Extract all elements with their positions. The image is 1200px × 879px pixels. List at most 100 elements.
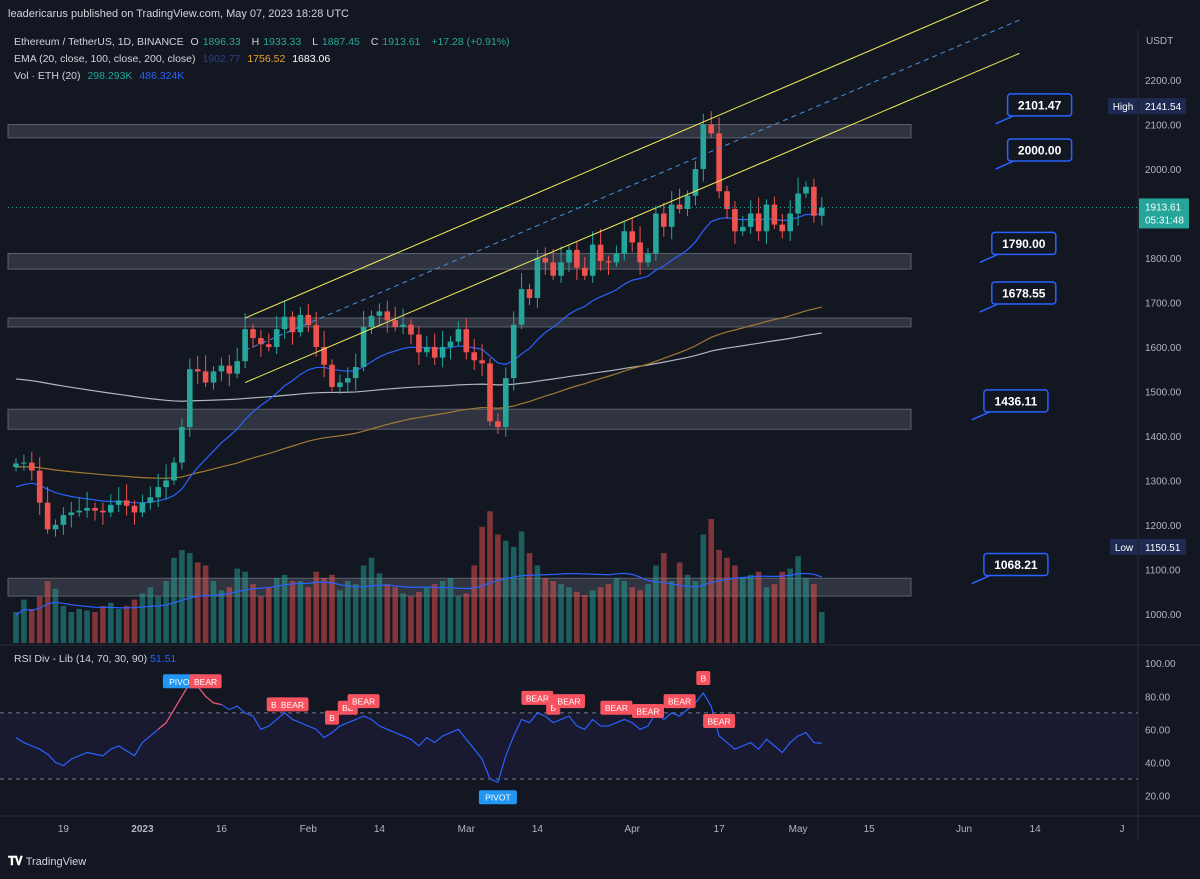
volume-bar — [281, 574, 288, 643]
volume-bar — [266, 587, 272, 643]
change-value: +17.28 (+0.91%) — [431, 36, 510, 48]
candle — [637, 226, 643, 275]
candle — [503, 367, 509, 437]
level-callout-pointer — [995, 160, 1014, 170]
rsi-tick: 100.00 — [1145, 659, 1176, 670]
volume-bar — [408, 596, 414, 643]
signal-label: BEAR — [281, 700, 304, 710]
level-callout-pointer — [979, 303, 999, 313]
rsi-tick: 60.00 — [1145, 725, 1170, 736]
signal-label: BEAR — [636, 707, 659, 717]
volume-bar — [566, 587, 572, 643]
candle — [471, 338, 477, 371]
price-tick: 2000.00 — [1145, 165, 1182, 176]
candle-body — [708, 124, 714, 134]
candle — [779, 213, 786, 239]
volume-bar — [613, 577, 620, 643]
footer-brand[interactable]: TradingView — [25, 855, 87, 868]
volume-bar — [155, 596, 161, 643]
footer: 𝐓𝐕 TradingView — [8, 854, 86, 869]
candle — [582, 257, 588, 281]
volume-bar — [258, 596, 264, 643]
volume-bar — [226, 587, 233, 643]
signal-label: BEAR — [708, 716, 731, 726]
volume-bar — [605, 584, 612, 643]
candle-body — [582, 267, 588, 276]
signal-box — [553, 694, 585, 709]
channel-lower — [244, 52, 1020, 383]
volume-bar — [629, 587, 635, 643]
level-callout: 1790.00 — [979, 231, 1057, 264]
symbol-title[interactable]: Ethereum / TetherUS, 1D, BINANCE — [14, 36, 184, 48]
volume-bar — [131, 599, 138, 643]
candle-body — [692, 169, 699, 196]
volume-bar — [273, 577, 280, 643]
volume-bar — [392, 587, 398, 643]
candle — [653, 205, 659, 261]
candle — [202, 355, 209, 387]
candle-body — [684, 195, 691, 210]
signal-box — [703, 713, 736, 728]
volume-bar — [163, 581, 169, 643]
volume-bar — [558, 584, 564, 643]
candle-body — [187, 369, 193, 428]
candle-body — [115, 500, 122, 505]
price-tick: 1600.00 — [1145, 343, 1182, 354]
candle — [384, 300, 391, 333]
candle — [68, 501, 75, 528]
ema-label[interactable]: EMA (20, close, 100, close, 200, close) — [14, 53, 196, 65]
candle-body — [376, 311, 383, 316]
volume-bar — [471, 565, 477, 643]
volume-bar — [36, 596, 43, 643]
volume-bar — [368, 557, 375, 643]
bear-signal: B — [325, 710, 339, 725]
candle-body — [202, 371, 209, 383]
time-tick: Apr — [624, 824, 640, 835]
candle-body — [700, 124, 707, 170]
candle-body — [321, 346, 327, 365]
candle-body — [503, 378, 509, 428]
rsi-label[interactable]: RSI Div - Lib (14, 70, 30, 90) — [14, 653, 148, 665]
candle-body — [518, 289, 525, 325]
time-tick: May — [789, 824, 808, 835]
volume-bar — [653, 565, 659, 643]
time-tick: 15 — [864, 824, 876, 835]
candle-body — [755, 213, 762, 232]
volume-label[interactable]: Vol · ETH (20) — [14, 70, 81, 82]
level-callout-label: 2101.47 — [1018, 98, 1062, 112]
ema100-value: 1756.52 — [247, 53, 286, 65]
candle-body — [84, 507, 90, 511]
volume-bar — [518, 531, 525, 643]
price-tick: 2200.00 — [1145, 76, 1182, 87]
time-tick: 14 — [532, 824, 544, 835]
candle — [163, 464, 169, 500]
support-resistance-zones — [7, 124, 912, 597]
price-channel — [8, 0, 1138, 383]
candle — [281, 300, 288, 339]
candle-body — [76, 510, 82, 513]
candle-body — [384, 311, 391, 321]
candle — [534, 249, 541, 308]
candle-body — [510, 324, 517, 379]
signal-label: PIVOT — [169, 677, 195, 687]
level-callout-box — [983, 552, 1049, 577]
volume-bar — [108, 602, 114, 643]
candle — [155, 473, 161, 508]
candle — [242, 313, 248, 369]
candle-body — [408, 324, 414, 335]
candle-body — [273, 329, 280, 347]
time-tick: 19 — [58, 824, 70, 835]
candle-body — [526, 289, 533, 299]
rsi-legend: RSI Div - Lib (14, 70, 30, 90) 51.51 — [14, 653, 176, 665]
candle — [13, 458, 19, 472]
volume-bar — [21, 599, 27, 643]
time-tick: 14 — [1030, 824, 1042, 835]
candle — [566, 244, 572, 273]
time-tick: Mar — [458, 824, 476, 835]
ema200-line — [15, 332, 822, 402]
candle — [439, 330, 446, 368]
candle — [337, 374, 343, 395]
rsi-line — [15, 682, 822, 784]
